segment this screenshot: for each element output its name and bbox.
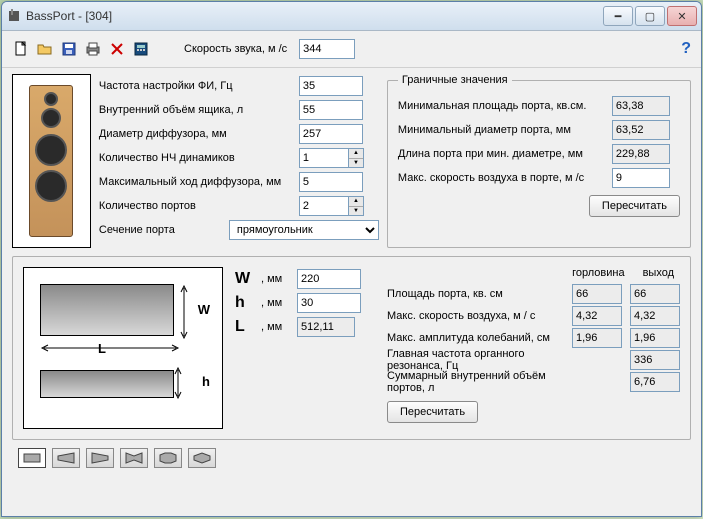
tab-flare-1[interactable] <box>52 448 80 468</box>
port-count-spinner[interactable]: ▲▼ <box>349 196 364 216</box>
sound-speed-input[interactable] <box>299 39 355 59</box>
close-button[interactable]: ✕ <box>667 6 697 26</box>
window-title: BassPort - [304] <box>26 9 603 23</box>
delete-icon[interactable] <box>108 40 126 58</box>
res-sumvol-label: Суммарный внутренний объём портов, л <box>387 370 564 394</box>
bottom-panel: W L h W, мм h, мм L, <box>12 256 691 440</box>
tab-flare-4[interactable] <box>154 448 182 468</box>
save-file-icon[interactable] <box>60 40 78 58</box>
res-organ-label: Главная частота органного резонанса, Гц <box>387 348 564 372</box>
sumvol-value: 6,76 <box>630 372 680 392</box>
dimensions-inputs: W , мм h , мм L , мм 512,11 <box>235 267 375 429</box>
driver-count-spinner[interactable]: ▲▼ <box>349 148 364 168</box>
limits-recalc-button[interactable]: Пересчитать <box>589 195 680 217</box>
max-air-input[interactable] <box>612 168 670 188</box>
res-area-label: Площадь порта, кв. см <box>387 288 564 300</box>
min-area-value: 63,38 <box>612 96 670 116</box>
W-unit: , мм <box>261 273 291 285</box>
results-recalc-button[interactable]: Пересчитать <box>387 401 478 423</box>
tab-flare-2[interactable] <box>86 448 114 468</box>
content-area: Частота настройки ФИ, Гц Внутренний объё… <box>2 68 701 474</box>
title-bar: BassPort - [304] ━ ▢ ✕ <box>2 2 701 31</box>
organ-value: 336 <box>630 350 680 370</box>
driver-count-label: Количество НЧ динамиков <box>99 152 299 164</box>
app-icon <box>6 8 22 24</box>
shape-tabs <box>12 448 691 468</box>
L-symbol: L <box>235 318 255 336</box>
tab-flare-5[interactable] <box>188 448 216 468</box>
min-dia-value: 63,52 <box>612 120 670 140</box>
res-air-label: Макс. скорость воздуха, м / с <box>387 310 564 322</box>
col-throat-label: горловина <box>572 267 624 279</box>
parameters-panel: Частота настройки ФИ, Гц Внутренний объё… <box>99 74 379 248</box>
internal-vol-input[interactable] <box>299 100 363 120</box>
limits-fieldset: Граничные значения Минимальная площадь п… <box>387 74 691 248</box>
tuning-freq-label: Частота настройки ФИ, Гц <box>99 80 299 92</box>
sound-speed-label: Скорость звука, м /с <box>184 43 287 55</box>
calculator-icon[interactable] <box>132 40 150 58</box>
res-amp-label: Макс. амплитуда колебаний, см <box>387 332 564 344</box>
internal-vol-label: Внутренний объём ящика, л <box>99 104 299 116</box>
amp-throat: 1,96 <box>572 328 622 348</box>
len-at-min-label: Длина порта при мин. диаметре, мм <box>398 148 608 160</box>
L-value: 512,11 <box>297 317 355 337</box>
h-symbol: h <box>235 294 255 312</box>
app-window: BassPort - [304] ━ ▢ ✕ Скорость звука, м… <box>1 1 702 517</box>
speaker-image <box>12 74 91 248</box>
toolbar: Скорость звука, м /с ? <box>2 31 701 68</box>
port-count-label: Количество портов <box>99 200 299 212</box>
max-air-label: Макс. скорость воздуха в порте, м /с <box>398 172 608 184</box>
min-dia-label: Минимальный диаметр порта, мм <box>398 124 608 136</box>
dim-h-label: h <box>202 374 210 389</box>
tuning-freq-input[interactable] <box>299 76 363 96</box>
open-file-icon[interactable] <box>36 40 54 58</box>
help-icon[interactable]: ? <box>681 40 691 58</box>
tab-flare-3[interactable] <box>120 448 148 468</box>
col-exit-label: выход <box>643 267 674 279</box>
xmax-input[interactable] <box>299 172 363 192</box>
maximize-button[interactable]: ▢ <box>635 6 665 26</box>
area-throat: 66 <box>572 284 622 304</box>
port-shape-select[interactable]: прямоугольник <box>229 220 379 240</box>
amp-exit: 1,96 <box>630 328 680 348</box>
h-input[interactable] <box>297 293 361 313</box>
results-panel: горловина выход Площадь порта, кв. см 66 6… <box>387 267 680 429</box>
min-area-label: Минимальная площадь порта, кв.см. <box>398 100 608 112</box>
window-buttons: ━ ▢ ✕ <box>603 6 697 26</box>
air-exit: 4,32 <box>630 306 680 326</box>
print-icon[interactable] <box>84 40 102 58</box>
h-unit: , мм <box>261 297 291 309</box>
W-input[interactable] <box>297 269 361 289</box>
tab-rect[interactable] <box>18 448 46 468</box>
minimize-button[interactable]: ━ <box>603 6 633 26</box>
limits-legend: Граничные значения <box>398 74 512 86</box>
new-file-icon[interactable] <box>12 40 30 58</box>
cone-dia-label: Диаметр диффузора, мм <box>99 128 299 140</box>
W-symbol: W <box>235 270 255 288</box>
driver-count-input[interactable] <box>299 148 349 168</box>
xmax-label: Максимальный ход диффузора, мм <box>99 176 299 188</box>
len-at-min-value: 229,88 <box>612 144 670 164</box>
port-count-input[interactable] <box>299 196 349 216</box>
port-diagram: W L h <box>23 267 223 429</box>
port-shape-label: Сечение порта <box>99 224 229 236</box>
cone-dia-input[interactable] <box>299 124 363 144</box>
L-unit: , мм <box>261 321 291 333</box>
area-exit: 66 <box>630 284 680 304</box>
air-throat: 4,32 <box>572 306 622 326</box>
